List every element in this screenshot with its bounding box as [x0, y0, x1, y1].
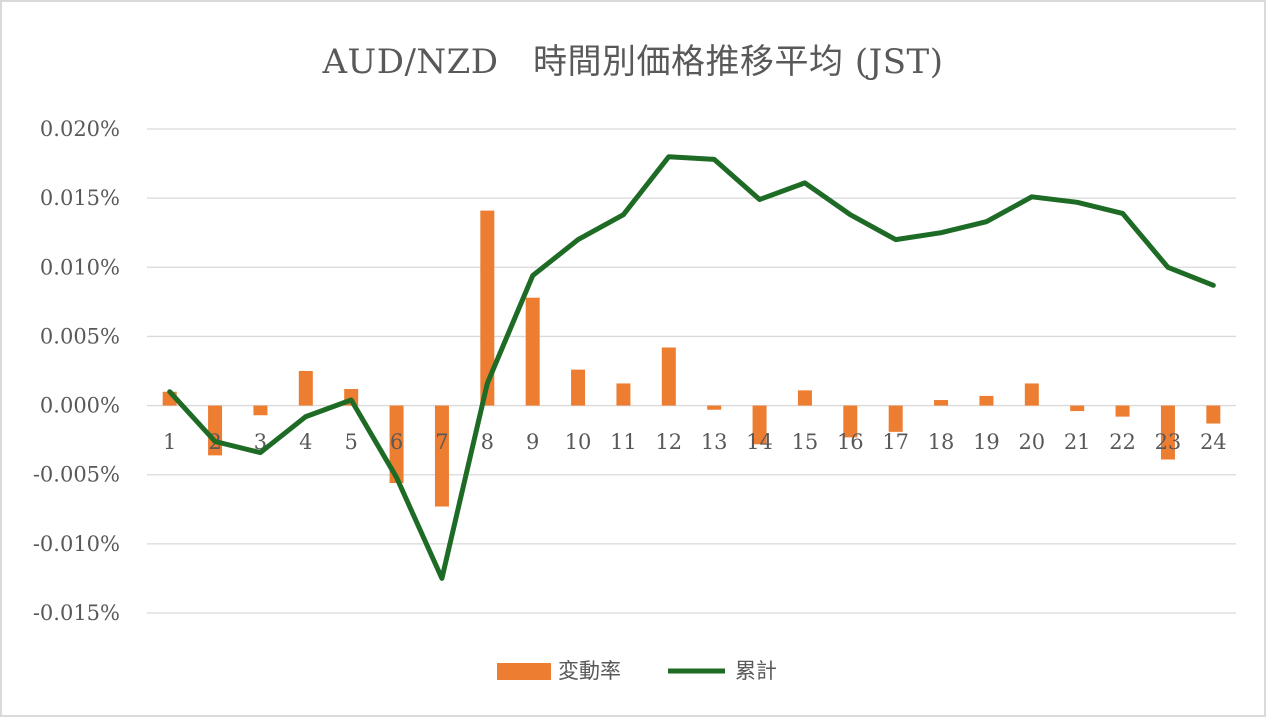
- bar: [434, 405, 449, 507]
- x-tick-label: 10: [565, 430, 592, 454]
- bar: [1070, 405, 1085, 412]
- bar: [934, 400, 949, 406]
- bar: [525, 297, 540, 406]
- legend-label-bar: 変動率: [558, 659, 621, 683]
- x-tick-label: 17: [882, 430, 909, 454]
- chart-title: AUD/NZD 時間別価格推移平均 (JST): [322, 42, 944, 82]
- y-axis-ticks: 0.020% 0.015% 0.010% 0.005% 0.000% -0.005% -0.…: [33, 117, 120, 625]
- bar: [1024, 383, 1039, 406]
- line-series: [167, 154, 1216, 581]
- x-tick-label: 8: [481, 430, 494, 454]
- y-tick-label: 0.010%: [40, 255, 120, 279]
- x-tick-label: 24: [1200, 430, 1227, 454]
- x-tick-label: 6: [390, 430, 403, 454]
- x-tick-label: 7: [435, 430, 448, 454]
- x-tick-label: 1: [163, 430, 176, 454]
- x-tick-label: 19: [973, 430, 1000, 454]
- bar: [707, 405, 722, 410]
- x-tick-label: 18: [928, 430, 955, 454]
- x-axis-ticks: 1 2 3 4 5 6 7 8 9 10 11 12 13 14 15 16 17 18 19 20 21 22 23 24: [163, 430, 1227, 454]
- x-tick-label: 9: [526, 430, 539, 454]
- bar: [843, 405, 858, 438]
- bar: [298, 371, 313, 406]
- bar: [253, 405, 268, 416]
- bar-series: [162, 210, 1221, 507]
- gridlines: [147, 128, 1236, 614]
- y-tick-label: 0.020%: [40, 117, 120, 141]
- legend-label-line: 累計: [735, 659, 777, 683]
- legend: 変動率 累計: [497, 659, 777, 683]
- y-tick-label: 0.000%: [40, 394, 120, 418]
- series-line: [167, 154, 1216, 581]
- x-tick-label: 11: [610, 430, 637, 454]
- y-tick-label: 0.015%: [40, 186, 120, 210]
- y-tick-label: -0.015%: [33, 601, 120, 625]
- x-tick-label: 16: [837, 430, 864, 454]
- x-tick-label: 22: [1109, 430, 1136, 454]
- bar: [389, 405, 404, 484]
- bar: [1206, 405, 1221, 424]
- x-tick-label: 12: [655, 430, 682, 454]
- y-tick-label: -0.010%: [33, 532, 120, 556]
- bar: [616, 383, 631, 406]
- x-tick-label: 13: [701, 430, 728, 454]
- x-tick-label: 14: [746, 430, 773, 454]
- bar: [979, 395, 994, 406]
- x-tick-label: 5: [345, 430, 358, 454]
- y-tick-label: 0.005%: [40, 324, 120, 348]
- x-tick-label: 4: [299, 430, 312, 454]
- legend-swatch-bar: [497, 663, 551, 680]
- bar: [888, 405, 903, 432]
- x-tick-label: 20: [1018, 430, 1045, 454]
- bar: [1115, 405, 1130, 417]
- bar: [661, 347, 676, 406]
- bar: [752, 405, 767, 445]
- y-tick-label: -0.005%: [33, 463, 120, 487]
- bar: [571, 369, 586, 406]
- bar: [797, 390, 812, 406]
- x-tick-label: 21: [1064, 430, 1091, 454]
- bar: [480, 210, 495, 406]
- x-tick-label: 23: [1155, 430, 1182, 454]
- bar: [1160, 405, 1175, 460]
- x-tick-label: 15: [792, 430, 819, 454]
